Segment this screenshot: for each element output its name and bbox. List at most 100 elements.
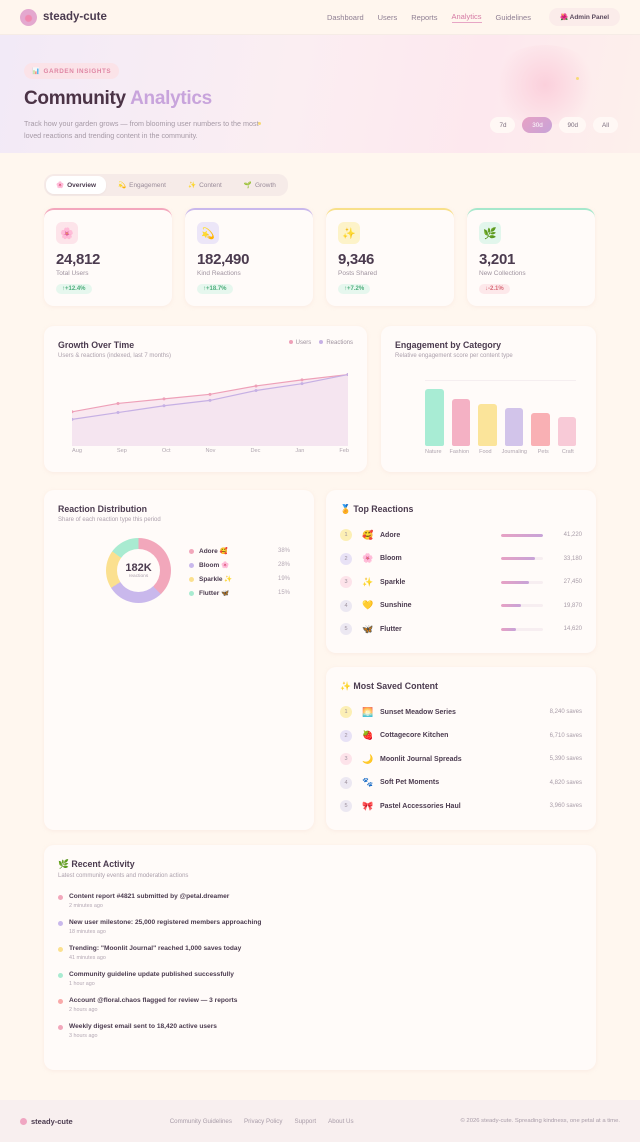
nav-analytics[interactable]: Analytics: [451, 11, 482, 23]
bar-fashion[interactable]: [451, 399, 470, 446]
saved-content-row[interactable]: 1 🌅 Sunset Meadow Series 8,240 saves: [340, 706, 582, 718]
activity-time: 2 minutes ago: [69, 903, 103, 909]
activity-time: 2 hours ago: [69, 1007, 98, 1013]
flower-icon: 🌸: [56, 222, 78, 244]
activity-subtitle: Latest community events and moderation a…: [58, 873, 189, 879]
range-90d-button[interactable]: 90d: [559, 117, 586, 133]
saves-count: 8,240 saves: [549, 709, 582, 715]
stat-card-kind-reactions: 💫 182,490 Kind Reactions ↑+18.7%: [185, 208, 313, 306]
top-reactions-title: 🏅 Top Reactions: [340, 504, 414, 514]
tab-growth[interactable]: 🌱 Growth: [243, 181, 276, 190]
bar-journaling[interactable]: [504, 407, 523, 446]
footer-brand[interactable]: steady-cute: [20, 1117, 73, 1126]
activity-title: 🌿 Recent Activity: [58, 859, 135, 869]
growth-chart-subtitle: Users & reactions (indexed, last 7 month…: [58, 353, 172, 359]
legend-users[interactable]: Users: [288, 340, 311, 346]
donut-center: 182K reactions: [117, 549, 160, 592]
saved-content-row[interactable]: 3 🌙 Moonlit Journal Spreads 5,390 saves: [340, 753, 582, 765]
date-range-selector: 7d 30d 90d All: [490, 117, 618, 133]
stat-card-new-collections: 🌿 3,201 New Collections ↓-2.1%: [467, 208, 595, 306]
saves-count: 5,390 saves: [549, 756, 582, 762]
reaction-bar: [501, 580, 543, 584]
footer-copyright: © 2026 steady-cute. Spreading kindness, …: [460, 1118, 620, 1124]
flower-icon: 🌸: [56, 182, 65, 189]
footer-links: Community Guidelines Privacy Policy Supp…: [170, 1118, 354, 1125]
bar-pets[interactable]: [531, 413, 550, 446]
chart-icon: 📊: [32, 68, 41, 75]
activity-item[interactable]: New user milestone: 25,000 registered me…: [58, 919, 582, 935]
hero-description: Track how your garden grows — from bloom…: [24, 119, 262, 140]
nav-dashboard[interactable]: Dashboard: [326, 12, 364, 22]
tab-engagement[interactable]: 💫 Engagement: [118, 181, 166, 190]
range-7d-button[interactable]: 7d: [490, 117, 516, 133]
distribution-legend: Adore 🥰 38% Bloom 🌸 28% Sparkle ✨ 19% Flutt…: [189, 547, 290, 597]
reaction-name: Bloom: [380, 555, 402, 562]
activity-item[interactable]: Account @floral.chaos flagged for review…: [58, 997, 582, 1013]
growth-chart-title: Growth Over Time: [58, 340, 135, 350]
saves-count: 4,820 saves: [549, 779, 582, 786]
top-reactions-card: 🏅 Top Reactions 1 🥰 Adore 41,220 2 🌸 Bloom 33,1…: [326, 490, 596, 653]
bar-craft[interactable]: [557, 417, 576, 446]
footer-link-about[interactable]: About Us: [328, 1117, 354, 1125]
engagement-chart-title: Engagement by Category: [395, 340, 502, 350]
activity-text: Content report #4821 submitted by @petal…: [69, 893, 230, 900]
distribution-subtitle: Share of each reaction type this period: [58, 517, 161, 523]
footer-link-guidelines[interactable]: Community Guidelines: [169, 1117, 232, 1125]
rank-badge: 5: [340, 623, 352, 635]
bar-nature[interactable]: [425, 388, 444, 446]
activity-item[interactable]: Trending: "Moonlit Journal" reached 1,00…: [58, 945, 582, 961]
growth-chart-card: Growth Over Time Users & reactions (inde…: [44, 326, 367, 472]
stat-label: New Collections: [479, 270, 526, 277]
range-30d-button[interactable]: 30d: [522, 117, 553, 133]
footer-link-support[interactable]: Support: [294, 1117, 317, 1125]
bar-food[interactable]: [478, 403, 497, 446]
stat-value: 9,346: [338, 251, 375, 268]
flower-logo-icon: [20, 8, 37, 26]
reaction-row[interactable]: 2 🌸 Bloom 33,180: [340, 552, 582, 565]
range-all-button[interactable]: All: [593, 117, 618, 133]
reaction-row[interactable]: 5 🦋 Flutter 14,620: [340, 623, 582, 635]
saved-content-row[interactable]: 4 🐾 Soft Pet Moments 4,820 saves: [340, 776, 582, 789]
legend-item: Adore 🥰 38%: [189, 547, 290, 555]
footer-link-privacy[interactable]: Privacy Policy: [243, 1117, 283, 1125]
status-dot-icon: [58, 999, 63, 1004]
reaction-count: 33,180: [563, 555, 582, 562]
donut-chart: 182K reactions: [106, 538, 171, 603]
content-name: Soft Pet Moments: [380, 779, 440, 786]
reaction-row[interactable]: 1 🥰 Adore 41,220: [340, 529, 582, 541]
activity-item[interactable]: Weekly digest email sent to 18,420 activ…: [58, 1023, 582, 1039]
reaction-row[interactable]: 4 💛 Sunshine 19,870: [340, 599, 582, 612]
herb-icon: 🌿: [479, 222, 501, 244]
footer: steady-cute Community Guidelines Privacy…: [0, 1100, 640, 1142]
activity-time: 18 minutes ago: [69, 929, 106, 935]
tab-content[interactable]: ✨ Content: [187, 181, 222, 190]
nav-guidelines[interactable]: Guidelines: [495, 12, 531, 22]
reaction-bar: [501, 627, 543, 631]
saved-content-row[interactable]: 5 🎀 Pastel Accessories Haul 3,960 saves: [340, 800, 582, 812]
rank-badge: 4: [340, 599, 352, 612]
top-nav: steady-cute Dashboard Users Reports Anal…: [0, 0, 640, 35]
activity-time: 41 minutes ago: [69, 955, 106, 961]
brand[interactable]: steady-cute: [20, 8, 107, 26]
content-name: Pastel Accessories Haul: [380, 802, 461, 810]
activity-item[interactable]: Community guideline update published suc…: [58, 971, 582, 987]
admin-panel-button[interactable]: 🌺 Admin Panel: [548, 8, 620, 26]
legend-reactions[interactable]: Reactions: [319, 340, 353, 346]
nav-reports[interactable]: Reports: [411, 12, 438, 22]
stat-value: 3,201: [479, 251, 516, 268]
saved-content-row[interactable]: 2 🍓 Cottagecore Kitchen 6,710 saves: [340, 729, 582, 742]
engagement-bar-chart: [425, 380, 576, 446]
reaction-emoji-icon: 💛: [362, 600, 374, 610]
legend-item: Bloom 🌸 28%: [189, 561, 290, 569]
stat-change-badge: ↓-2.1%: [479, 284, 510, 294]
status-dot-icon: [58, 947, 63, 952]
reaction-bar: [501, 557, 543, 560]
hero-glow: [490, 45, 600, 125]
activity-item[interactable]: Content report #4821 submitted by @petal…: [58, 893, 582, 909]
status-dot-icon: [58, 895, 63, 900]
nav-users[interactable]: Users: [377, 12, 398, 22]
tab-overview[interactable]: 🌸 Overview: [46, 176, 107, 194]
reaction-count: 41,220: [563, 532, 582, 538]
rank-badge: 2: [340, 729, 352, 742]
reaction-row[interactable]: 3 ✨ Sparkle 27,450: [340, 576, 582, 588]
